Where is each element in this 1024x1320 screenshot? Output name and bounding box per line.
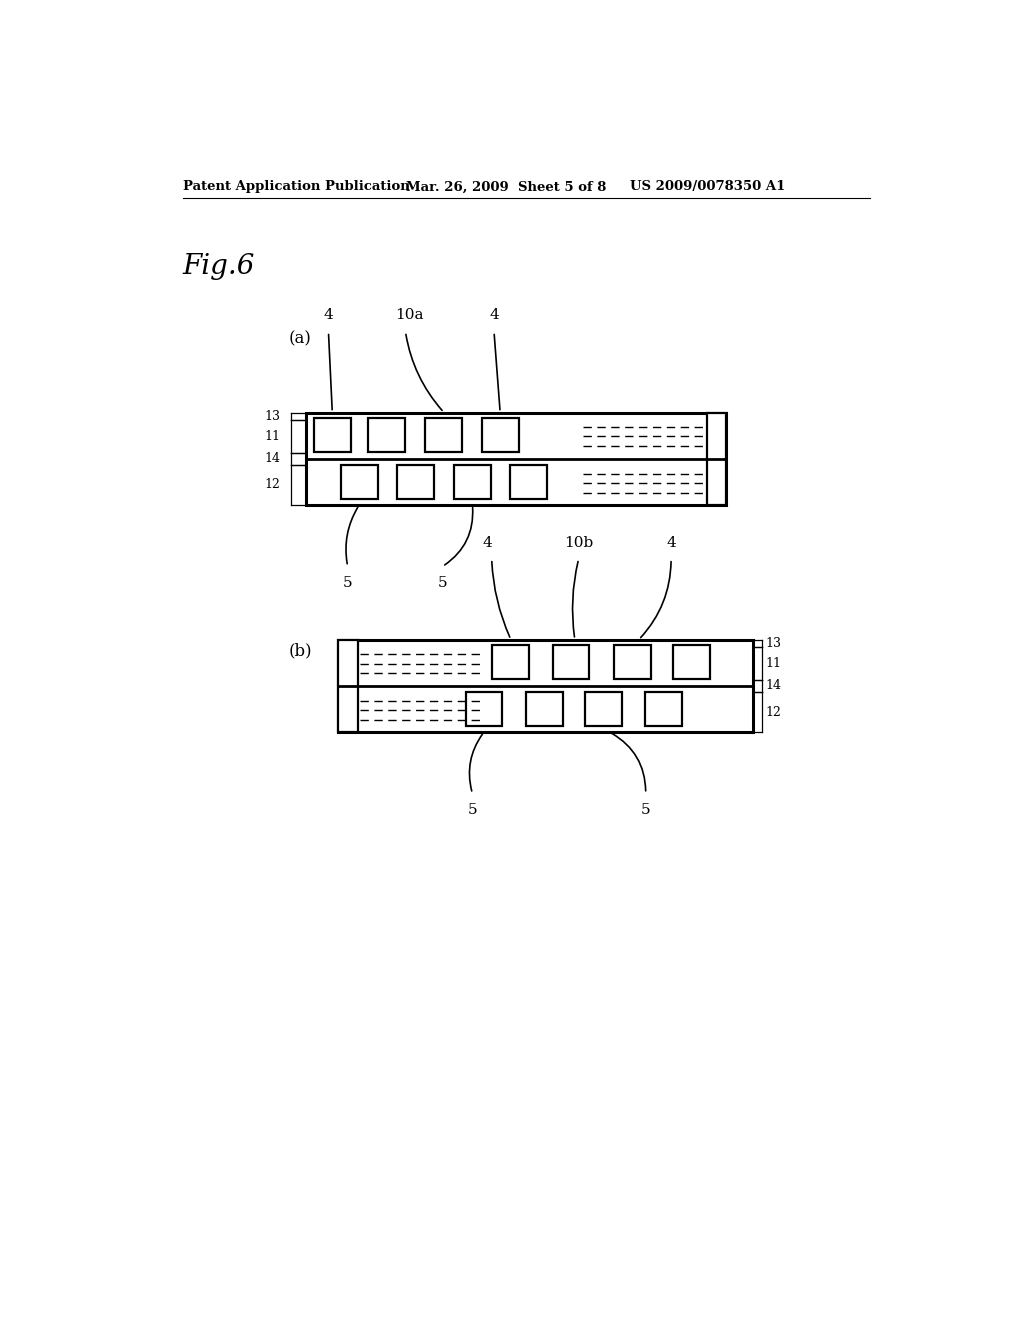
Text: 4: 4 xyxy=(489,309,499,322)
Text: Patent Application Publication: Patent Application Publication xyxy=(183,181,410,194)
Bar xyxy=(313,418,351,451)
Bar xyxy=(510,465,547,499)
Bar xyxy=(481,418,518,451)
Bar xyxy=(674,645,711,678)
Text: 11: 11 xyxy=(265,430,281,444)
Text: 11: 11 xyxy=(766,657,781,671)
Bar xyxy=(454,465,490,499)
Text: (b): (b) xyxy=(289,643,312,660)
Text: (a): (a) xyxy=(289,331,311,348)
Text: 5: 5 xyxy=(343,576,352,590)
Bar xyxy=(614,645,651,678)
Text: US 2009/0078350 A1: US 2009/0078350 A1 xyxy=(630,181,784,194)
Text: 12: 12 xyxy=(265,478,281,491)
Text: 10b: 10b xyxy=(564,536,593,549)
Text: 10a: 10a xyxy=(395,309,424,322)
Bar xyxy=(339,640,357,733)
Bar xyxy=(525,692,562,726)
Bar xyxy=(493,645,529,678)
Text: Fig.6: Fig.6 xyxy=(183,252,255,280)
Bar xyxy=(466,692,503,726)
Text: 14: 14 xyxy=(766,680,781,693)
Bar xyxy=(585,692,622,726)
Bar xyxy=(645,692,682,726)
Text: 13: 13 xyxy=(265,409,281,422)
Bar xyxy=(341,465,378,499)
Text: 14: 14 xyxy=(265,453,281,465)
Text: 4: 4 xyxy=(483,536,493,549)
Text: 5: 5 xyxy=(641,803,650,817)
Bar xyxy=(425,418,463,451)
Text: 5: 5 xyxy=(437,576,447,590)
Bar xyxy=(553,645,590,678)
Text: Mar. 26, 2009  Sheet 5 of 8: Mar. 26, 2009 Sheet 5 of 8 xyxy=(407,181,606,194)
Bar xyxy=(306,413,726,506)
Bar xyxy=(368,418,404,451)
Text: 5: 5 xyxy=(468,803,477,817)
Bar xyxy=(339,640,753,733)
Bar xyxy=(397,465,434,499)
Text: 13: 13 xyxy=(766,638,781,649)
Text: 4: 4 xyxy=(667,536,676,549)
Text: 4: 4 xyxy=(324,309,334,322)
Bar xyxy=(707,413,726,506)
Text: 12: 12 xyxy=(766,705,781,718)
